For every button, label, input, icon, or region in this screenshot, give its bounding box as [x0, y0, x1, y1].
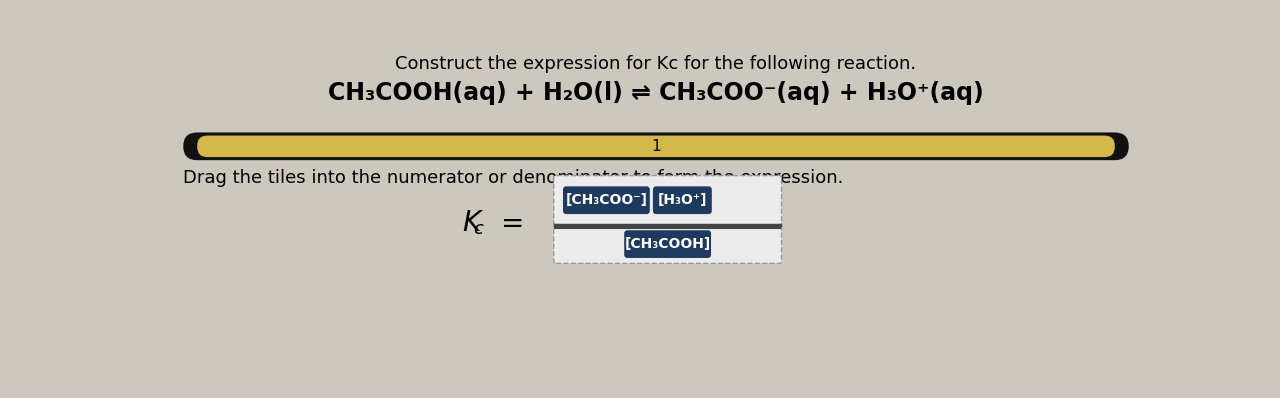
- FancyBboxPatch shape: [563, 186, 650, 214]
- FancyBboxPatch shape: [653, 186, 712, 214]
- Text: [CH₃COOH]: [CH₃COOH]: [625, 237, 710, 251]
- Text: c: c: [474, 220, 483, 238]
- Text: [H₃O⁺]: [H₃O⁺]: [658, 193, 707, 207]
- Text: =: =: [500, 210, 525, 238]
- Text: CH₃COOH(aq) + H₂O(l) ⇌ CH₃COO⁻(aq) + H₃O⁺(aq): CH₃COOH(aq) + H₂O(l) ⇌ CH₃COO⁻(aq) + H₃O…: [328, 81, 984, 105]
- Text: K: K: [462, 209, 480, 236]
- FancyBboxPatch shape: [554, 225, 782, 263]
- FancyBboxPatch shape: [554, 176, 782, 225]
- FancyBboxPatch shape: [183, 133, 1129, 160]
- Text: 1: 1: [652, 139, 660, 154]
- Text: Construct the expression for Kc for the following reaction.: Construct the expression for Kc for the …: [396, 55, 916, 74]
- Text: [CH₃COO⁻]: [CH₃COO⁻]: [566, 193, 648, 207]
- Text: Drag the tiles into the numerator or denominator to form the expression.: Drag the tiles into the numerator or den…: [183, 170, 844, 187]
- FancyBboxPatch shape: [197, 136, 1115, 157]
- FancyBboxPatch shape: [625, 230, 710, 258]
